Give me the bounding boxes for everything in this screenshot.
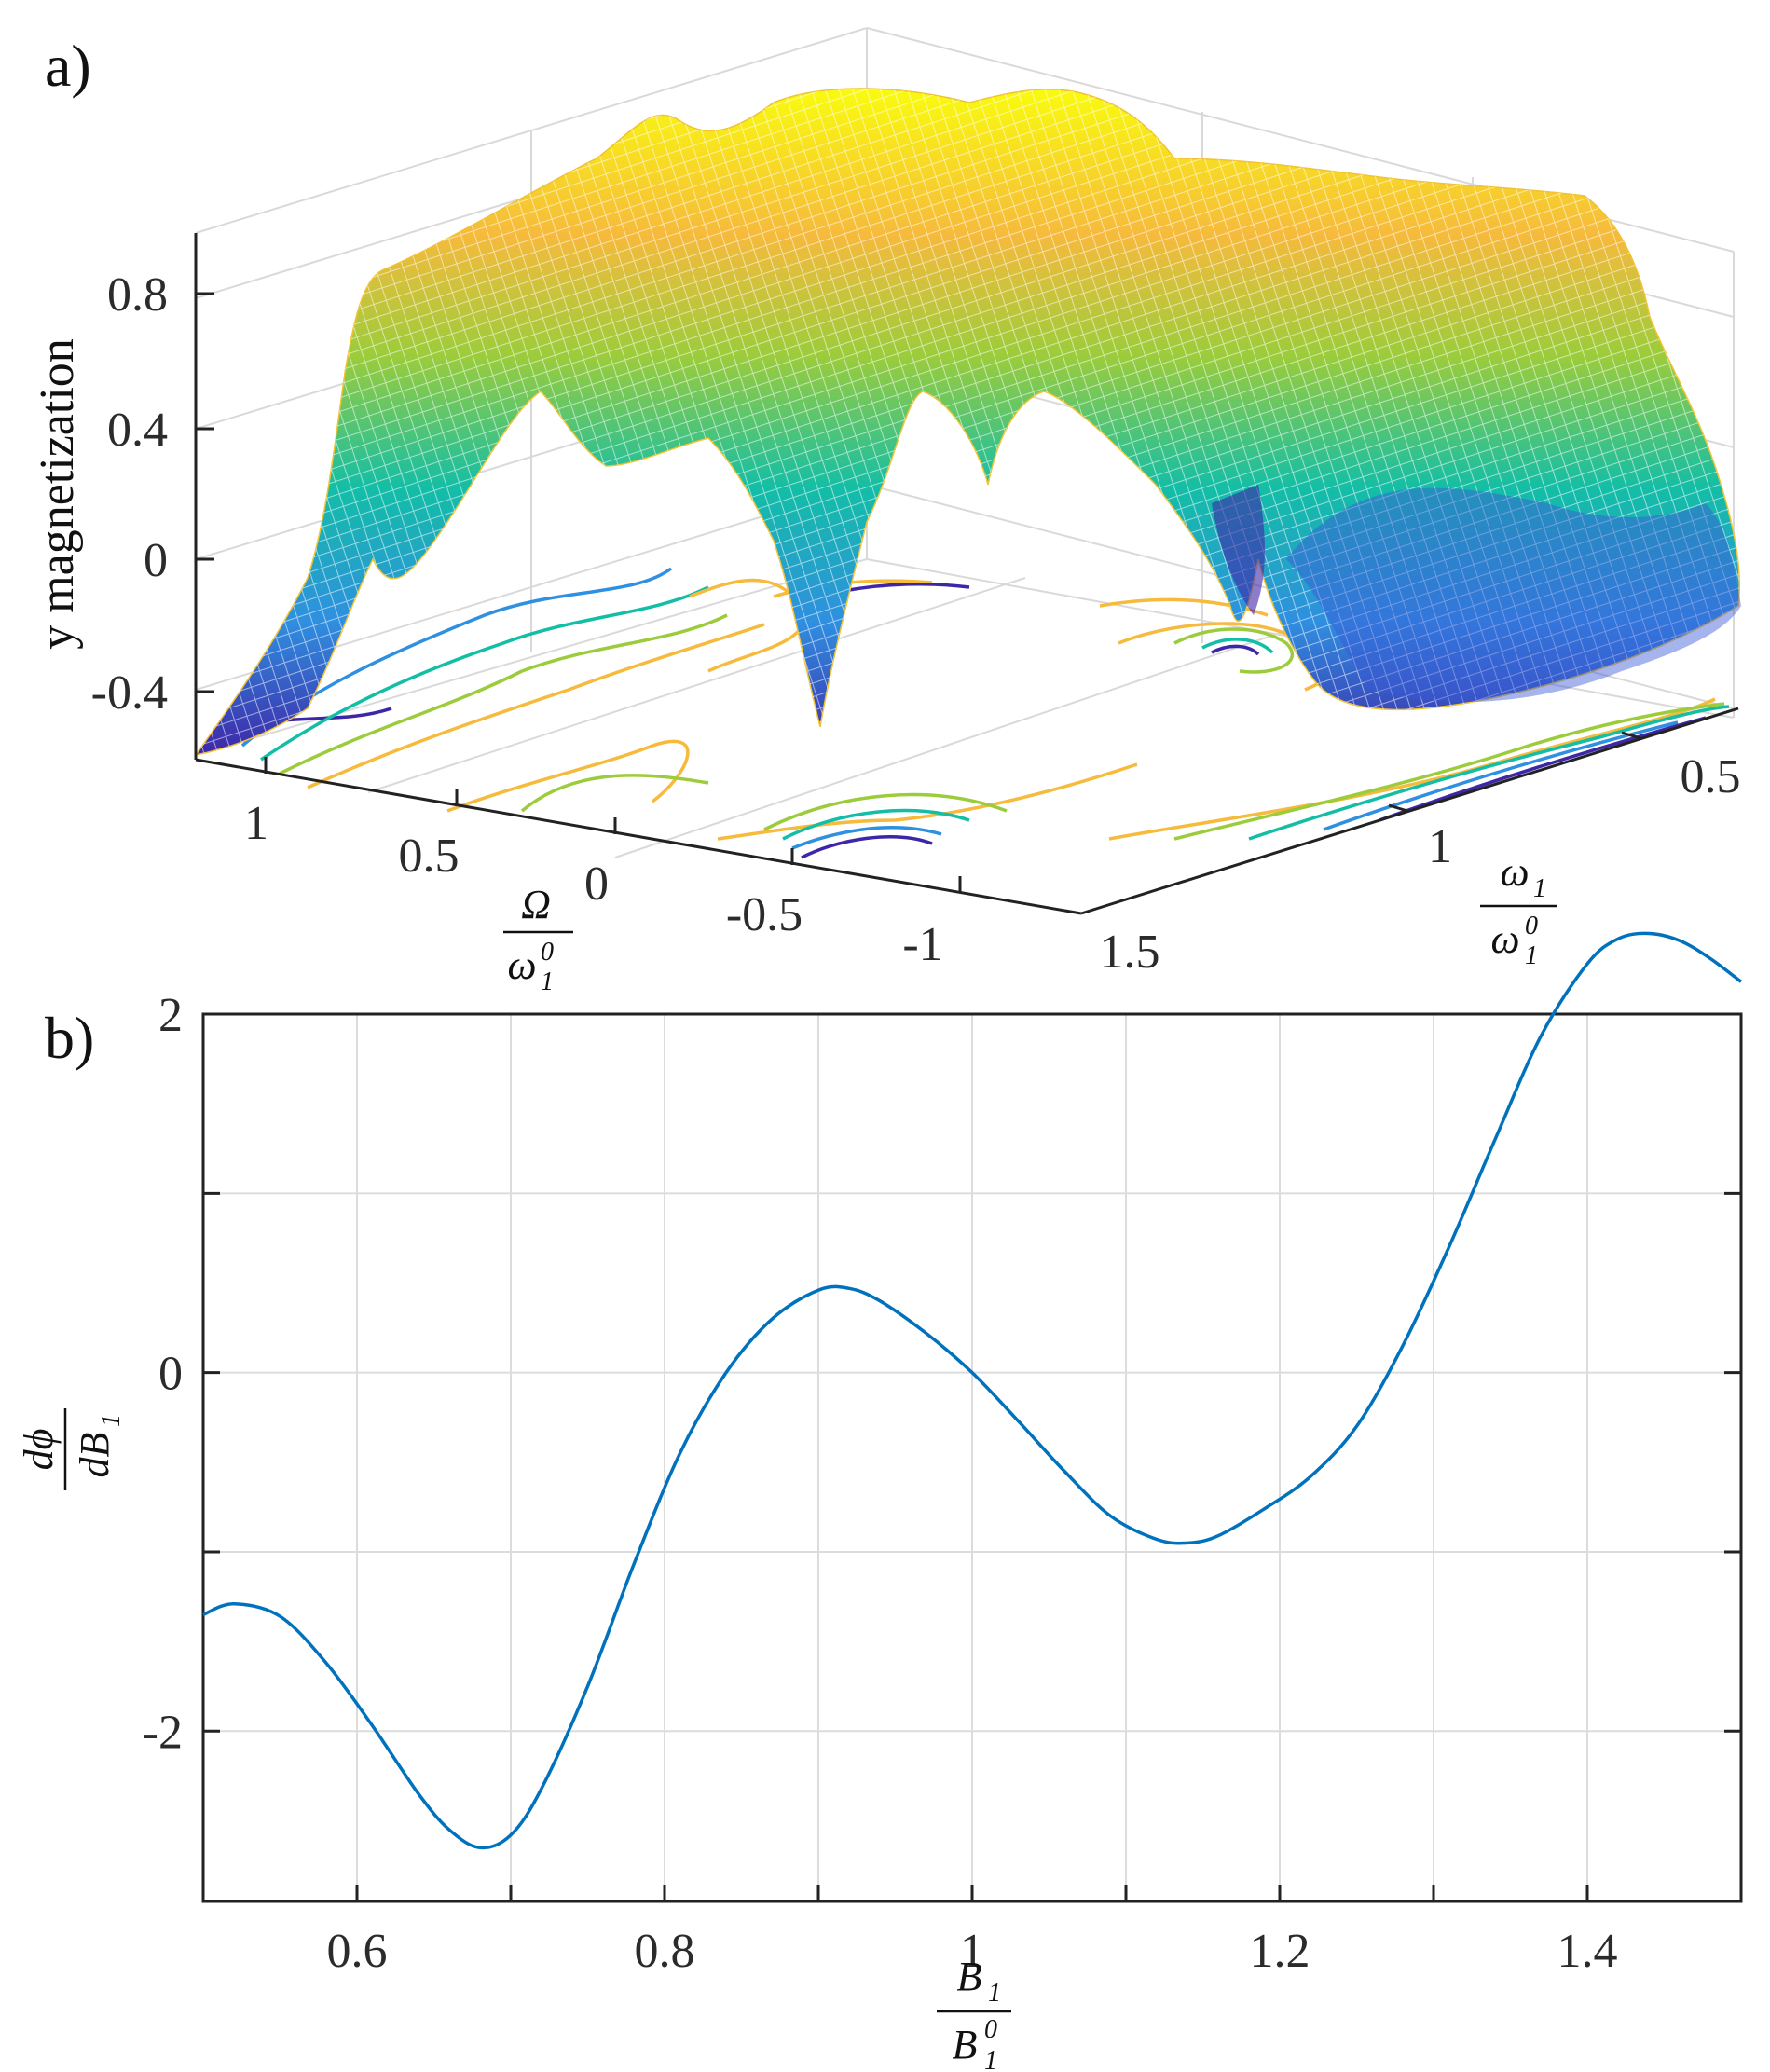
b-x-label-numerator: B	[957, 1954, 982, 1999]
y-label-den-sub: 1	[1525, 941, 1538, 970]
y-tick-1: 1	[1428, 820, 1452, 873]
floor-contours	[223, 567, 1730, 859]
magnetization-surface	[194, 88, 1741, 757]
panel-a-surface-plot: a)	[31, 27, 1741, 996]
b-y-axis-label: dϕ dB 1	[16, 1408, 126, 1490]
b-x-tick-label: 1.4	[1557, 1925, 1618, 1978]
y-tick-0.5: 0.5	[1681, 750, 1741, 803]
b-y-label-den-sub: 1	[97, 1414, 126, 1427]
panel-b-label: b)	[45, 1005, 94, 1071]
x-tick-1: 1	[244, 797, 268, 850]
z-tick-0.8: 0.8	[107, 268, 168, 322]
b-y-tick-label: -2	[143, 1706, 183, 1759]
x-tick-0.5: 0.5	[399, 830, 460, 883]
x-label-den-sub: 1	[541, 967, 554, 996]
b-x-tick-label: 0.8	[635, 1925, 695, 1978]
b-x-label-num-sub: 1	[988, 1979, 1001, 2008]
panel-b-y-tick-labels: 2 0 -2	[143, 989, 183, 1759]
y-axis-label: ω 1 ω 1 0	[1480, 849, 1557, 970]
b-x-label-denominator: B	[953, 2022, 978, 2067]
panel-a-label: a)	[45, 33, 91, 99]
panel-b-x-tick-labels: 0.6 0.8 1 1.2 1.4	[327, 1925, 1618, 1978]
z-tick-neg0.4: -0.4	[91, 666, 168, 720]
z-tick-0: 0	[144, 534, 168, 587]
b-x-tick-label: 1	[960, 1925, 984, 1978]
x-tick-neg1: -1	[902, 918, 942, 971]
b-x-label-den-sup: 0	[984, 2015, 997, 2044]
y-label-num-sub: 1	[1533, 874, 1546, 903]
x-label-denominator: ω	[507, 942, 536, 988]
panel-b-grid	[203, 1013, 1741, 1901]
y-label-den-sup: 0	[1525, 912, 1538, 940]
x-label-den-sup: 0	[541, 938, 554, 967]
z-axis-label: y magnetization	[31, 338, 84, 650]
x-tick-neg0.5: -0.5	[726, 888, 803, 941]
b-x-tick-label: 0.6	[327, 1925, 388, 1978]
panel-b-line-chart: b) 0.6 0.8 1 1.2 1.4 2 0 -2 B 1 B 1 0 dϕ dB 1	[16, 931, 1743, 2072]
x-axis-label: Ω ω 1 0	[503, 882, 573, 996]
b-x-axis-label: B 1 B 1 0	[937, 1954, 1011, 2072]
b-y-tick-label: 0	[158, 1348, 183, 1401]
panel-a-axes	[194, 233, 1739, 915]
z-axis-label-text: y magnetization	[31, 338, 84, 650]
b-y-label-numerator: dϕ	[16, 1429, 62, 1471]
b-y-tick-label: 2	[158, 989, 183, 1042]
b-x-label-den-sub: 1	[984, 2047, 997, 2072]
x-label-numerator: Ω	[521, 882, 551, 927]
panel-b-ticks	[203, 1012, 1741, 1901]
z-tick-0.4: 0.4	[107, 404, 168, 457]
y-tick-1.5: 1.5	[1100, 926, 1160, 979]
panel-a-z-ticks	[196, 292, 1641, 893]
x-tick-0: 0	[584, 858, 609, 911]
b-y-label-denominator: dB	[72, 1433, 117, 1478]
y-label-denominator: ω	[1490, 916, 1519, 962]
y-label-numerator: ω	[1500, 849, 1529, 895]
series-line	[202, 931, 1743, 1850]
b-x-tick-label: 1.2	[1250, 1925, 1310, 1978]
